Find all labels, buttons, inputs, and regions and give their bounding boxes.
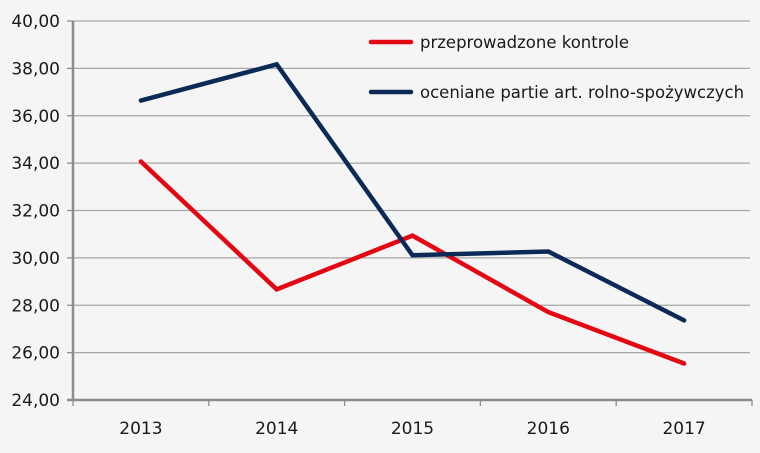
series-line	[138, 61, 687, 323]
x-tick-label: 2014	[255, 419, 298, 439]
y-tick-label: 34,00	[11, 154, 60, 174]
y-tick-label: 38,00	[11, 59, 60, 79]
x-tick-label: 2015	[391, 419, 434, 439]
x-axis: 2013 2014 2015 2016 2017	[67, 398, 753, 439]
legend-label: oceniane partie art. rolno-spożywczych	[420, 83, 744, 102]
y-tick-label: 36,00	[11, 107, 60, 127]
y-tick-label: 26,00	[11, 344, 60, 364]
series-line	[138, 159, 687, 366]
y-tick-label: 40,00	[11, 12, 60, 32]
legend-label: przeprowadzone kontrole	[420, 33, 629, 52]
x-tick-label: 2016	[527, 419, 570, 439]
x-tick-label: 2013	[119, 419, 162, 439]
legend: przeprowadzone kontrole oceniane partie a…	[368, 33, 744, 102]
x-tick-label: 2017	[662, 419, 705, 439]
y-tick-label: 32,00	[11, 202, 60, 222]
y-tick-label: 28,00	[11, 296, 60, 316]
y-tick-label: 24,00	[11, 391, 60, 411]
gridlines	[73, 20, 750, 354]
y-tick-label: 30,00	[11, 249, 60, 269]
y-axis: 24,00 26,00 28,00 30,00 32,00 34,00 36,00 38,00…	[11, 12, 75, 411]
series-lines	[138, 61, 687, 366]
